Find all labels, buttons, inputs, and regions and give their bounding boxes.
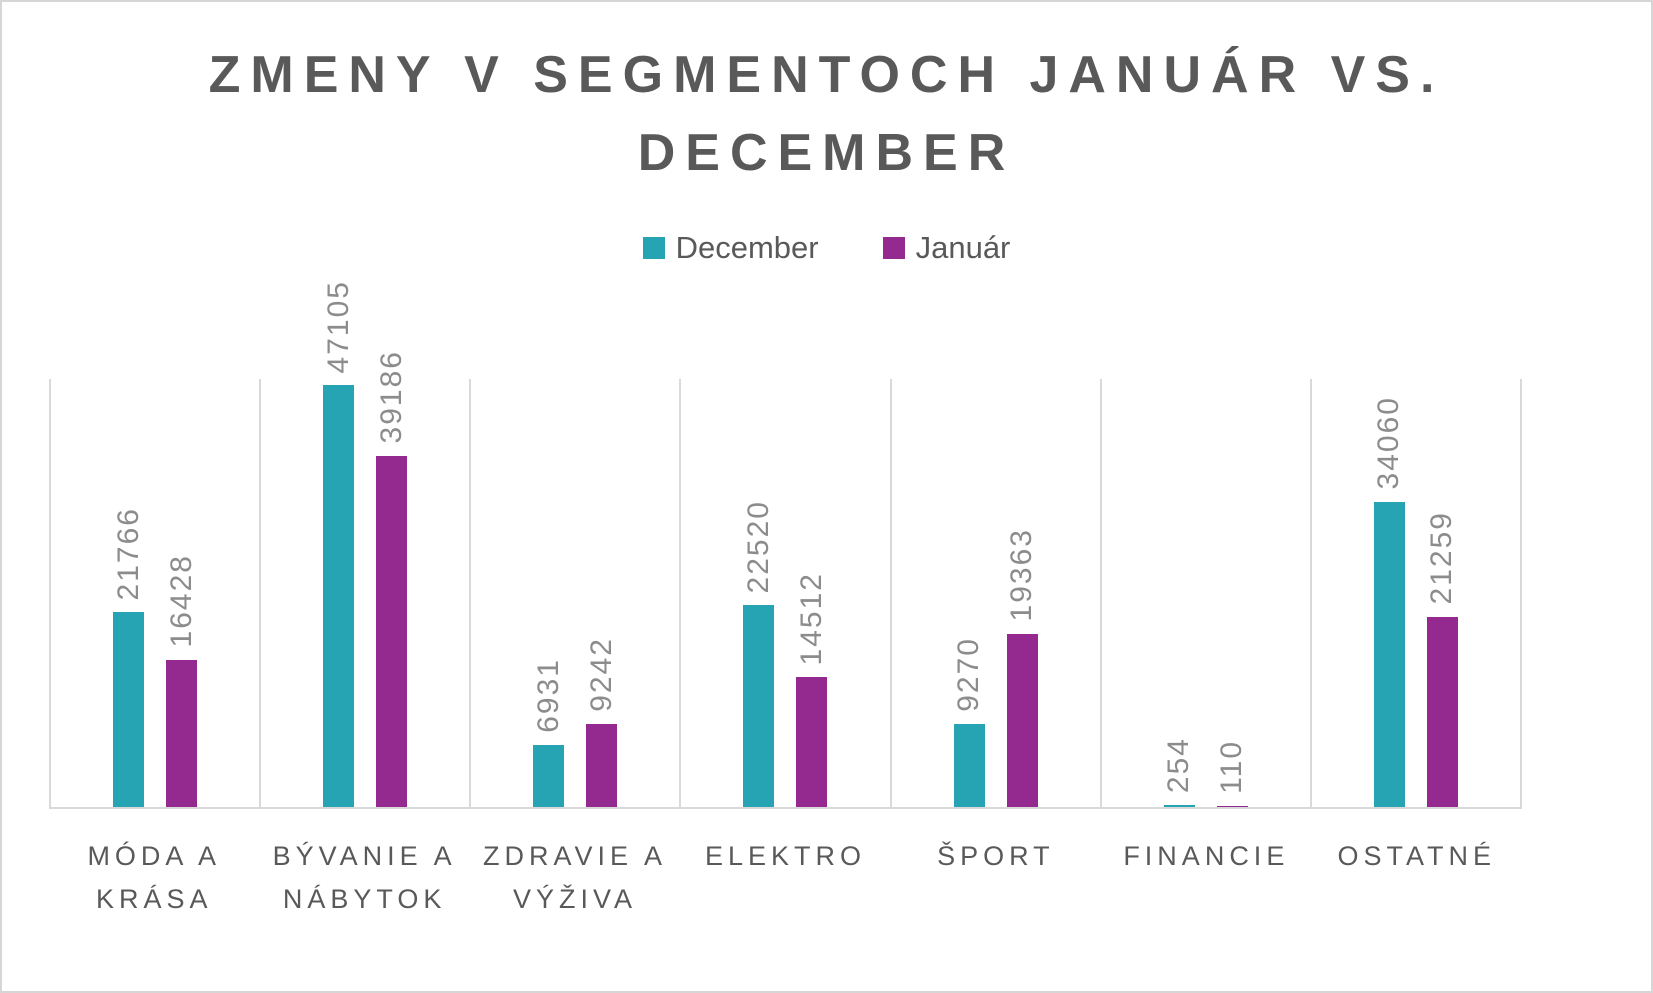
bar-value-label-december: 21766 — [111, 506, 145, 600]
bar-value-label-januar: 16428 — [164, 554, 198, 648]
bar-januar — [1006, 633, 1038, 807]
category-label-4: ELEKTRO — [704, 841, 866, 871]
bar-value-label-januar: 110 — [1215, 740, 1249, 794]
legend-item-januar: Január — [882, 230, 1011, 266]
legend-label-januar: Január — [915, 230, 1011, 265]
bar-value-label-december: 22520 — [741, 499, 775, 594]
bar-unit-januar: 9242 — [584, 379, 618, 807]
legend-label-december: December — [675, 230, 819, 265]
bar-unit-januar: 14512 — [794, 379, 828, 807]
bar-december — [323, 385, 355, 807]
chart-title-line-2: DECEMBER — [637, 124, 1016, 182]
bar-unit-januar: 21259 — [1425, 379, 1459, 807]
bar-value-label-januar: 14512 — [794, 571, 828, 665]
legend-item-december: December — [642, 230, 819, 266]
category-label-6: FINANCIE — [1123, 841, 1290, 871]
bar-unit-december: 21766 — [111, 379, 145, 807]
bar-januar — [1426, 616, 1458, 807]
bar-unit-december: 34060 — [1372, 379, 1406, 807]
bar-value-label-december: 9270 — [952, 637, 986, 712]
bar-value-label-december: 6931 — [531, 658, 565, 733]
category-label-7: OSTATNÉ — [1337, 841, 1496, 871]
chart-title-line-1: ZMENY V SEGMENTOCH JANUÁR VS. — [208, 46, 1445, 104]
bar-december — [953, 724, 985, 807]
bar-december — [743, 605, 775, 807]
bar-januar — [166, 659, 198, 807]
category-axis: MÓDA A KRÁSA BÝVANIE A NÁBYTOK ZDRAVIE A V… — [49, 835, 1522, 921]
bar-value-label-december: 47105 — [321, 279, 355, 373]
bar-december — [1373, 501, 1405, 807]
bar-januar — [1216, 806, 1248, 807]
bar-value-label-januar: 19363 — [1005, 528, 1039, 622]
category-label-5: ŠPORT — [937, 841, 1055, 871]
bar-value-label-januar: 9242 — [584, 637, 618, 713]
plot-area: 21766 16428 47105 39186 6931 9242 22520 14512 92… — [49, 280, 1522, 809]
category-panel-6: 254 110 — [1099, 379, 1310, 807]
legend-swatch-januar — [882, 237, 905, 259]
bar-value-label-januar: 39186 — [374, 350, 408, 444]
legend-swatch-december — [642, 237, 665, 259]
bar-januar — [796, 677, 828, 807]
category-label-2: BÝVANIE A NÁBYTOK — [272, 841, 457, 915]
chart-title: ZMENY V SEGMENTOCH JANUÁR VS. DECEMBER — [2, 36, 1651, 192]
category-panel-4: 22520 14512 — [679, 379, 889, 807]
bar-januar — [376, 455, 408, 807]
bar-unit-januar: 19363 — [1005, 379, 1039, 807]
plot-wrap: 21766 16428 47105 39186 6931 9242 22520 14512 92… — [49, 280, 1522, 921]
bar-value-label-januar: 21259 — [1425, 511, 1459, 605]
category-label-3: ZDRAVIE A VÝŽIVA — [483, 841, 668, 915]
bar-unit-december: 47105 — [322, 280, 355, 807]
bar-unit-december: 254 — [1162, 379, 1196, 807]
bar-unit-januar: 110 — [1215, 379, 1249, 807]
category-panel-5: 9270 19363 — [889, 379, 1100, 807]
legend: December Január — [2, 230, 1651, 266]
bar-unit-december: 6931 — [531, 379, 565, 807]
bar-unit-december: 22520 — [741, 379, 775, 807]
category-panel-1: 21766 16428 — [49, 379, 259, 807]
bar-unit-december: 9270 — [952, 379, 986, 807]
bar-januar — [586, 724, 618, 807]
bar-december — [533, 744, 565, 807]
bar-unit-januar: 39186 — [375, 350, 408, 807]
bar-december — [113, 612, 145, 807]
category-panel-2: 47105 39186 — [259, 280, 469, 807]
bar-unit-januar: 16428 — [164, 379, 198, 807]
category-panel-3: 6931 9242 — [469, 379, 679, 807]
bar-value-label-december: 34060 — [1372, 396, 1406, 490]
bar-value-label-december: 254 — [1162, 736, 1196, 793]
category-label-1: MÓDA A KRÁSA — [87, 841, 221, 915]
bar-december — [1163, 804, 1195, 807]
category-panel-7: 34060 21259 — [1309, 379, 1522, 807]
